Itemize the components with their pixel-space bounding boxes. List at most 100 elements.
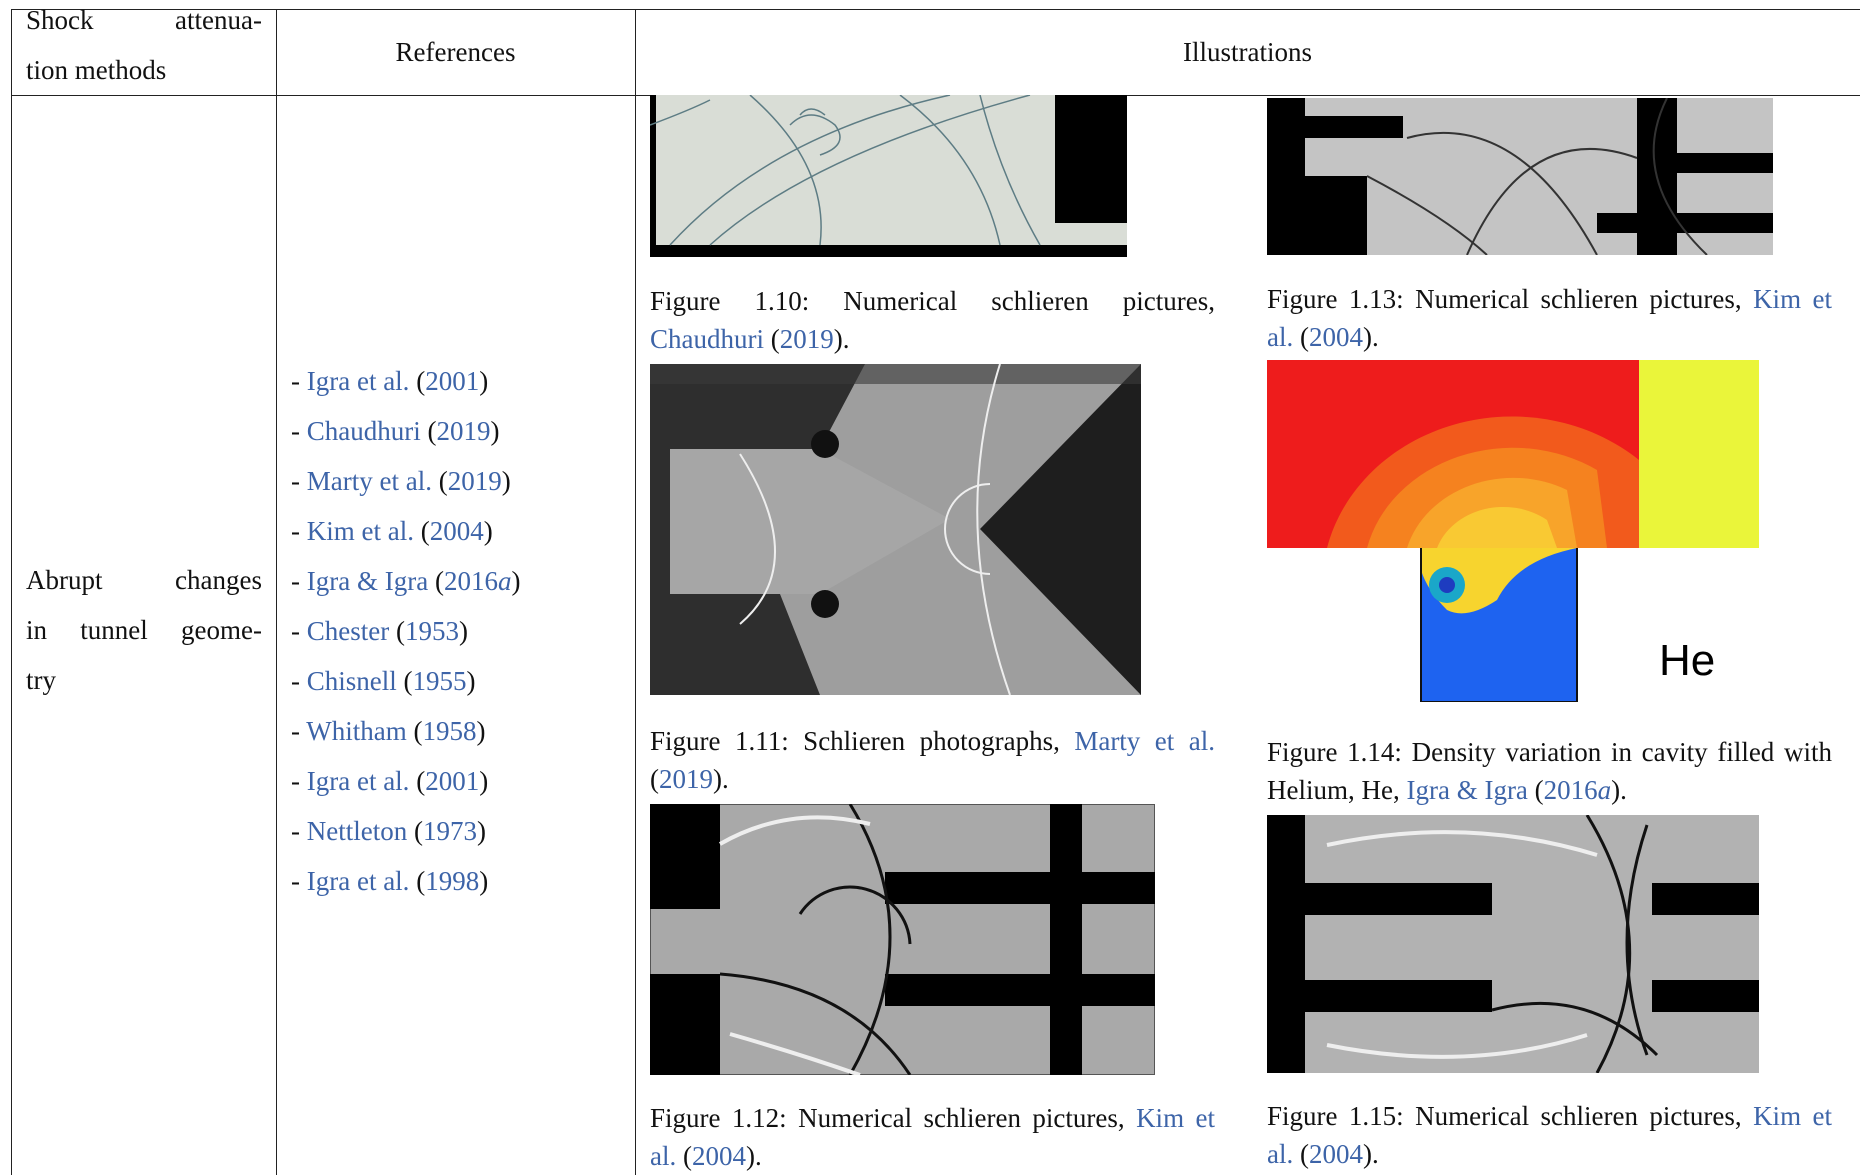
citation-link[interactable]: a [1597, 775, 1612, 805]
citation-link[interactable]: 2019 [659, 764, 713, 794]
text-run: Figure 1.15: Numerical schlieren picture… [1267, 1101, 1754, 1131]
citation-link[interactable]: Igra et al. [306, 766, 410, 796]
column-border [276, 9, 277, 1175]
text-run: ( [431, 466, 448, 496]
reference: - Igra et al. (2001) [291, 756, 520, 806]
figure-image [1267, 98, 1773, 255]
figure-caption: Figure 1.15: Numerical schlieren picture… [1267, 1097, 1832, 1173]
citation-link[interactable]: Igra & Igra [1406, 775, 1528, 805]
text-run: - [291, 366, 307, 396]
citation-link[interactable]: Kim et al. [1267, 284, 1832, 352]
citation-link[interactable]: 2004 [692, 1141, 746, 1171]
citation-link[interactable]: 1958 [422, 716, 477, 746]
citation-link[interactable]: Chaudhuri [650, 324, 764, 354]
figure-label: He [1659, 636, 1715, 685]
reference: - Marty et al. (2019) [291, 456, 520, 506]
text-run: ( [420, 416, 437, 446]
text-run: ( [1293, 322, 1309, 352]
citation-link[interactable]: Chaudhuri [306, 416, 421, 446]
table-border [11, 9, 1860, 10]
text-run: - [291, 516, 307, 546]
citation-link[interactable]: a [497, 566, 512, 596]
text-run: Figure 1.14: Density variation in cavity… [1267, 737, 1832, 805]
citation-link[interactable]: Igra & Igra [306, 566, 429, 596]
figure-image [650, 364, 1141, 695]
reference: - Chisnell (1955) [291, 656, 520, 706]
text-run: ( [409, 866, 426, 896]
column-border [11, 9, 12, 1175]
citation-link[interactable]: Chester [306, 616, 390, 646]
text-run: ( [409, 366, 426, 396]
citation-link[interactable]: Chisnell [306, 666, 397, 696]
text-run: ) [511, 566, 521, 596]
citation-link[interactable]: 2019 [436, 416, 491, 446]
method-line: in tunnel geome- [26, 615, 262, 645]
reference: - Whitham (1958) [291, 706, 520, 756]
text-run: ( [409, 766, 426, 796]
text-run: - [291, 616, 307, 646]
text-run: - [291, 666, 307, 696]
text-run: ) [479, 366, 489, 396]
citation-link[interactable]: Igra et al. [306, 866, 410, 896]
citation-link[interactable]: Kim et al. [650, 1103, 1215, 1171]
method: Abrupt changes in tunnel geome- try [26, 555, 262, 705]
header-references: References [395, 37, 516, 67]
citation-link[interactable]: 2001 [425, 766, 480, 796]
citation-link[interactable]: 2004 [1309, 1139, 1363, 1169]
reference: - Chaudhuri (2019) [291, 406, 520, 456]
reference: - Igra et al. (1998) [291, 856, 520, 906]
text-run: ) [458, 616, 468, 646]
citation-link[interactable]: 1973 [422, 816, 477, 846]
citation-link[interactable]: Nettleton [306, 816, 408, 846]
header-illustrations: Illustrations [1183, 37, 1312, 67]
figure-image [650, 804, 1155, 1075]
method-line: Abrupt changes [26, 565, 262, 595]
text-run: - [291, 416, 307, 446]
text-run: ( [1527, 775, 1544, 805]
citation-link[interactable]: Marty et al. [306, 466, 432, 496]
citation-link[interactable]: 2016 [443, 566, 498, 596]
citation-link[interactable]: 2001 [425, 366, 480, 396]
citation-link[interactable]: Marty et al. [1074, 726, 1215, 756]
citation-link[interactable]: Kim et al. [1267, 1101, 1832, 1169]
figure-caption: Figure 1.14: Density variation in cavity… [1267, 733, 1832, 809]
text-run: - [291, 566, 307, 596]
citation-link[interactable]: 2004 [1309, 322, 1363, 352]
text-run: ( [676, 1141, 692, 1171]
citation-link[interactable]: 2004 [429, 516, 484, 546]
column-border [635, 9, 636, 1175]
citation-link[interactable]: Whitham [306, 716, 407, 746]
text-run: - [291, 766, 307, 796]
text-run: Figure 1.11: Schlieren photographs, [650, 726, 1075, 756]
header-line: tion methods [26, 55, 167, 85]
text-run: ( [1293, 1139, 1309, 1169]
reference: - Kim et al. (2004) [291, 506, 520, 556]
text-run: ( [413, 516, 430, 546]
reference: - Igra & Igra (2016a) [291, 556, 520, 606]
figure-caption: Figure 1.11: Schlieren photographs, Mart… [650, 722, 1215, 798]
text-run: - [291, 716, 307, 746]
text-run: ). [746, 1141, 762, 1171]
citation-link[interactable]: Kim et al. [306, 516, 414, 546]
text-run: - [291, 816, 307, 846]
text-run: - [291, 466, 307, 496]
figure-image [1267, 815, 1759, 1073]
citation-link[interactable]: Igra et al. [306, 366, 410, 396]
citation-link[interactable]: 1955 [412, 666, 467, 696]
citation-link[interactable]: 1998 [425, 866, 480, 896]
citation-link[interactable]: 2019 [779, 324, 834, 354]
text-run: ( [406, 716, 423, 746]
text-run: ) [501, 466, 511, 496]
citation-link[interactable]: 2019 [447, 466, 502, 496]
text-run: ). [713, 764, 729, 794]
text-run: ) [483, 516, 493, 546]
citation-link[interactable]: 1953 [404, 616, 459, 646]
figure-image [650, 95, 1127, 257]
text-run: - [291, 866, 307, 896]
reference: - Igra et al. (2001) [291, 356, 520, 406]
citation-link[interactable]: 2016 [1543, 775, 1598, 805]
text-run: ( [389, 616, 405, 646]
text-run: Figure 1.12: Numerical schlieren picture… [650, 1103, 1137, 1133]
reference: - Nettleton (1973) [291, 806, 520, 856]
